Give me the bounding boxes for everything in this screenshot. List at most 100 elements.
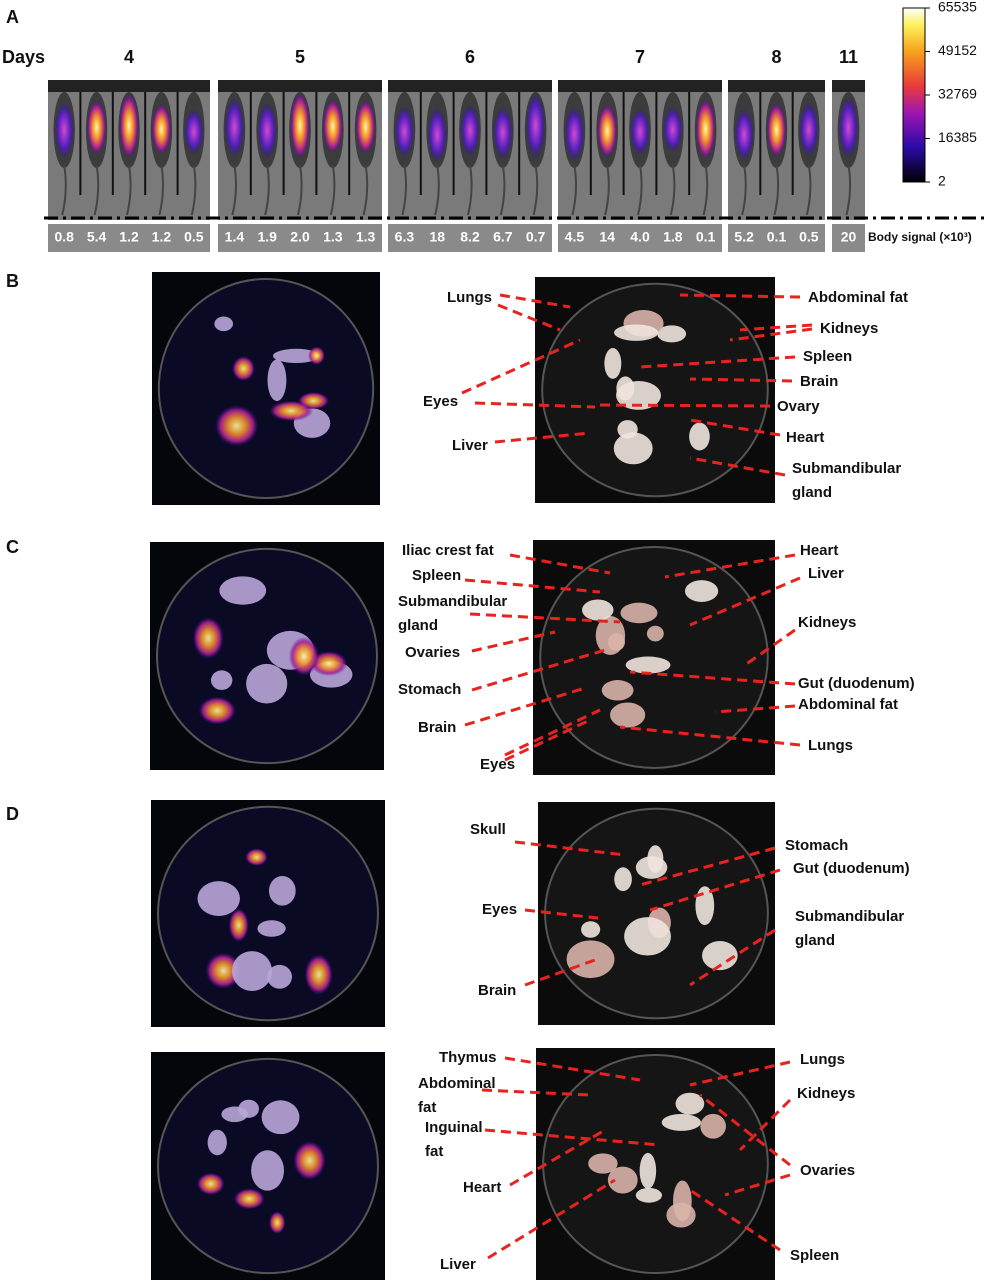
leader-line (689, 1060, 791, 1087)
organ-label: fat (418, 1099, 436, 1116)
organ-label: Stomach (398, 681, 461, 698)
leader-line (474, 401, 596, 409)
organ (615, 381, 661, 410)
leader-line (714, 704, 796, 714)
organ-label: Liver (440, 1256, 476, 1273)
leader-line (514, 840, 626, 857)
body-signal: 18 (429, 229, 445, 245)
organ (566, 940, 615, 979)
day-label: 11 (839, 47, 858, 67)
leader-line (664, 553, 796, 579)
body-signal: 1.3 (323, 229, 343, 245)
signal-glow (662, 106, 683, 153)
colorbar (902, 7, 926, 183)
organ-label: Eyes (423, 393, 458, 410)
leader-lines (44, 7, 989, 1260)
body-signal: 1.2 (119, 229, 139, 245)
leader-line (464, 578, 601, 594)
petri-dish (156, 547, 378, 765)
organ (702, 941, 738, 971)
signal-glow (54, 101, 74, 159)
body-signal: 0.1 (767, 229, 787, 245)
signal-glow (257, 102, 278, 159)
body-signal: 0.1 (696, 229, 716, 245)
organ (205, 952, 242, 989)
organ (614, 867, 632, 892)
day-label: 4 (124, 47, 134, 67)
organ-label: Lungs (808, 737, 853, 754)
signal-strip (388, 224, 552, 252)
leader-line (487, 1178, 616, 1260)
organ (666, 1202, 696, 1228)
signal-glow (564, 106, 585, 162)
leader-line (524, 908, 599, 920)
leader-line (499, 293, 571, 309)
signal-strip (558, 224, 722, 252)
tail (297, 164, 303, 216)
leader-line (679, 293, 801, 299)
tail (231, 164, 237, 216)
organ-label: Liver (452, 437, 488, 454)
organ (251, 1150, 285, 1191)
body-signal: 6.3 (395, 229, 415, 245)
organ-label: Brain (800, 373, 838, 390)
signal-glow (492, 106, 513, 159)
organ-label: Inguinal (425, 1119, 483, 1136)
day-label: 5 (295, 47, 305, 67)
organ (288, 636, 320, 676)
organ (613, 432, 653, 465)
leader-line (469, 612, 621, 624)
organ (268, 876, 296, 906)
organ-label: gland (792, 484, 832, 501)
organ (689, 422, 710, 451)
signal-glow (695, 98, 716, 160)
leader-line (639, 355, 796, 369)
leader-line (471, 648, 606, 692)
organ (601, 680, 634, 701)
leader-line (689, 576, 801, 627)
body-signal-label: Body signal (×10³) (868, 230, 972, 244)
body-signal: 6.7 (493, 229, 513, 245)
signal-glow (355, 99, 376, 154)
leader-line (524, 958, 596, 987)
organ (214, 405, 259, 447)
body-signal: 14 (599, 229, 615, 245)
organ-label: Brain (478, 982, 516, 999)
leader-line (504, 708, 601, 757)
organ-label: Kidneys (798, 614, 856, 631)
tail (264, 164, 270, 216)
body-signal: 4.0 (630, 229, 650, 245)
organ-label: Skull (470, 821, 506, 838)
organ-label: gland (795, 932, 835, 949)
organ (657, 325, 687, 343)
tail (93, 164, 100, 216)
signal-glow (766, 102, 787, 158)
leader-line (464, 686, 586, 727)
organ (231, 951, 273, 991)
organ-label: Brain (418, 719, 456, 736)
tail (190, 164, 197, 216)
tail (571, 164, 577, 216)
organ-label: Kidneys (797, 1085, 855, 1102)
organ-label: Eyes (482, 901, 517, 918)
leader-line (481, 1088, 591, 1097)
organ-label: Abdominal fat (808, 289, 908, 306)
body-signal: 8.2 (460, 229, 480, 245)
organ (269, 400, 314, 422)
signal-glow (394, 106, 415, 158)
body-signal: 1.8 (663, 229, 683, 245)
body-signal: 0.7 (526, 229, 546, 245)
organ-label: Thymus (439, 1049, 497, 1066)
body-signal: 4.5 (565, 229, 585, 245)
colorbar-label: 16385 (938, 129, 977, 145)
tail (773, 164, 780, 216)
day-label: 8 (771, 47, 781, 67)
body-signal: 1.2 (152, 229, 172, 245)
tail (637, 164, 643, 216)
organ (228, 908, 249, 943)
organ-label: Heart (786, 429, 824, 446)
signal-glow (224, 97, 245, 158)
organ (588, 1153, 618, 1174)
tail (702, 164, 709, 216)
signal-glow (427, 107, 448, 163)
